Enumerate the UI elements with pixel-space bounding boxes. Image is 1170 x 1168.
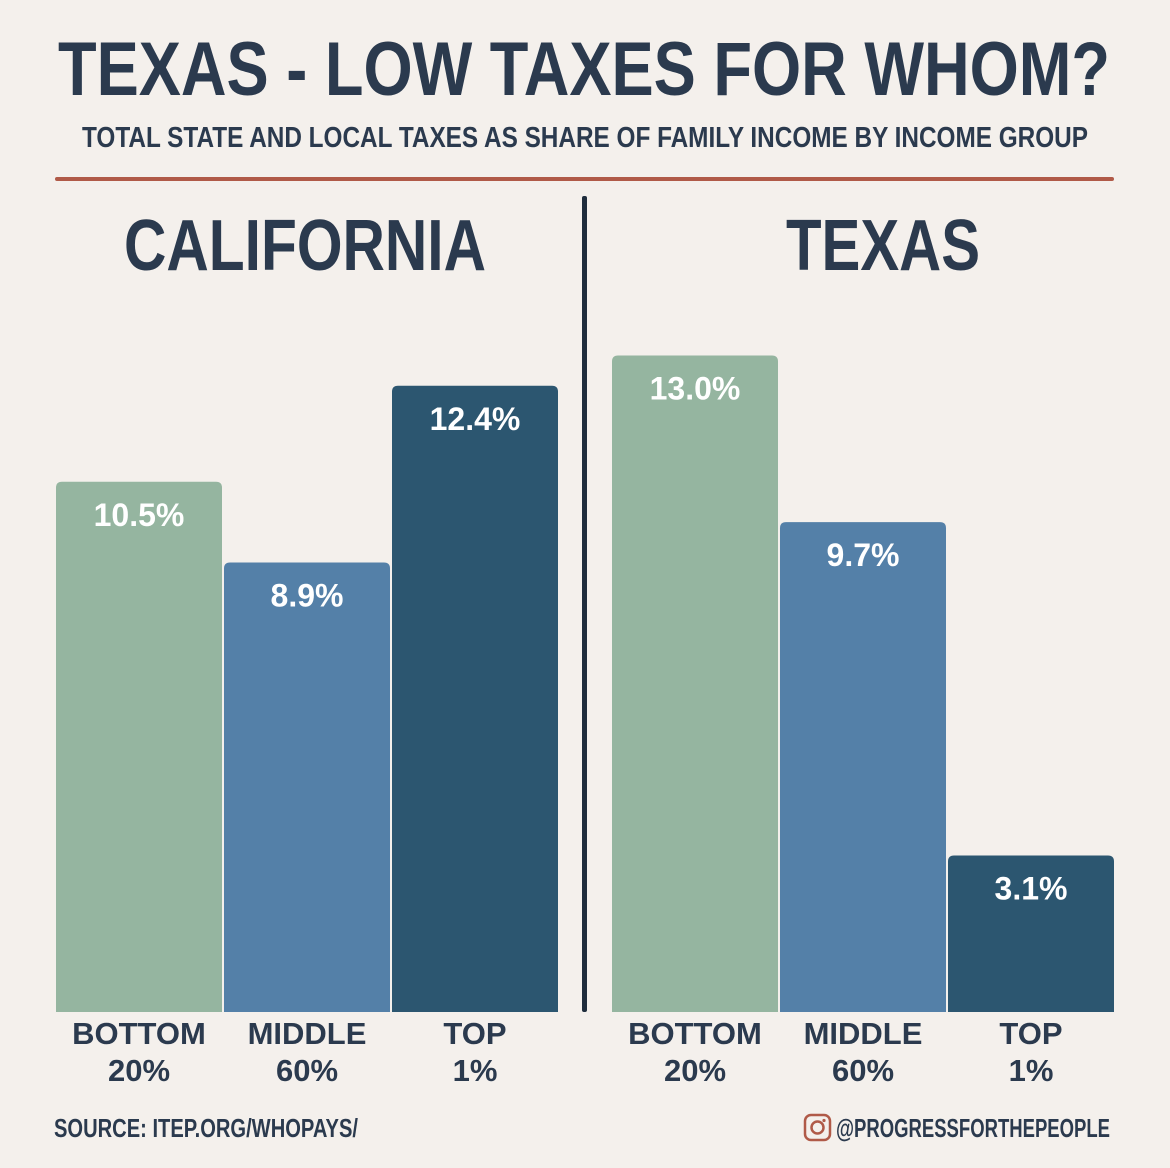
panel-title-texas: TEXAS: [786, 206, 980, 286]
category-label-texas-bottom: BOTTOM: [628, 1016, 762, 1051]
data-label-texas-middle: 9.7%: [827, 537, 900, 573]
category-label-california-middle: MIDDLE: [248, 1016, 367, 1051]
subtitle: TOTAL STATE AND LOCAL TAXES AS SHARE OF …: [82, 122, 1088, 154]
data-label-california-top: 12.4%: [430, 401, 521, 437]
handle-link[interactable]: @PROGRESSFORTHEPEOPLE: [836, 1113, 1110, 1143]
title-rule: [55, 177, 1114, 181]
bar-california-middle: [224, 562, 390, 1012]
category-label-california-top: TOP: [443, 1016, 506, 1051]
category-label-texas-top: TOP: [999, 1016, 1062, 1051]
bar-california-bottom: [56, 481, 222, 1012]
bar-texas-bottom: [612, 355, 778, 1012]
data-label-california-bottom: 10.5%: [94, 497, 185, 533]
bars-layer: 10.5%BOTTOM20%8.9%MIDDLE60%12.4%TOP1%13.…: [56, 355, 1114, 1088]
category-label-texas-bottom: 20%: [664, 1053, 726, 1088]
category-label-california-middle: 60%: [276, 1053, 338, 1088]
bar-texas-middle: [780, 522, 946, 1012]
category-label-california-top: 1%: [453, 1053, 498, 1088]
panel-title-california: CALIFORNIA: [124, 206, 486, 286]
instagram-icon: [803, 1113, 832, 1142]
data-label-california-middle: 8.9%: [271, 578, 344, 614]
bar-texas-top: [948, 855, 1114, 1012]
panel-divider: [582, 196, 587, 1012]
category-label-california-bottom: BOTTOM: [72, 1016, 206, 1051]
data-label-texas-bottom: 13.0%: [650, 371, 741, 407]
category-label-texas-middle: MIDDLE: [804, 1016, 923, 1051]
source-text: SOURCE: ITEP.ORG/WHOPAYS/: [54, 1113, 358, 1143]
category-label-texas-middle: 60%: [832, 1053, 894, 1088]
bar-california-top: [392, 385, 558, 1012]
category-label-texas-top: 1%: [1009, 1053, 1054, 1088]
category-label-california-bottom: 20%: [108, 1053, 170, 1088]
page-title: TEXAS - LOW TAXES FOR WHOM?: [58, 27, 1110, 112]
data-label-texas-top: 3.1%: [995, 870, 1068, 906]
